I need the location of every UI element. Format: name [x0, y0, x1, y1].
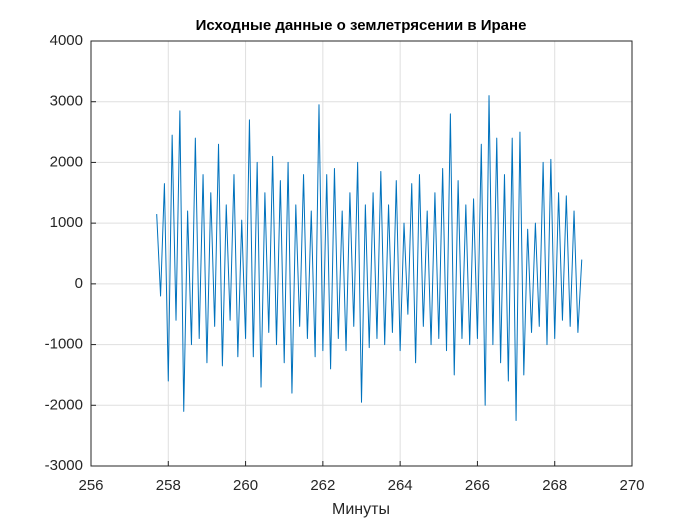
x-tick-label: 266 — [465, 477, 490, 494]
y-tick-label: 1000 — [50, 214, 83, 231]
data-line — [156, 95, 583, 421]
x-tick-label: 262 — [310, 477, 335, 494]
y-tick-label: -1000 — [45, 336, 83, 353]
y-tick-label: 2000 — [50, 153, 83, 170]
chart-title: Исходные данные о землетрясении в Иране — [196, 17, 527, 34]
x-tick-label: 264 — [388, 477, 413, 494]
x-tick-label: 258 — [156, 477, 181, 494]
y-tick-label: 0 — [75, 275, 83, 292]
y-tick-label: 4000 — [50, 32, 83, 49]
y-tick-label: -3000 — [45, 457, 83, 474]
y-tick-label: -2000 — [45, 396, 83, 413]
plot — [156, 95, 583, 421]
x-tick-label: 260 — [233, 477, 258, 494]
axes-box — [90, 40, 633, 467]
y-tick-label: 3000 — [50, 93, 83, 110]
x-axis-label: Минуты — [332, 501, 390, 518]
x-tick-label: 270 — [619, 477, 644, 494]
x-tick-label: 256 — [78, 477, 103, 494]
x-tick-label: 268 — [542, 477, 567, 494]
